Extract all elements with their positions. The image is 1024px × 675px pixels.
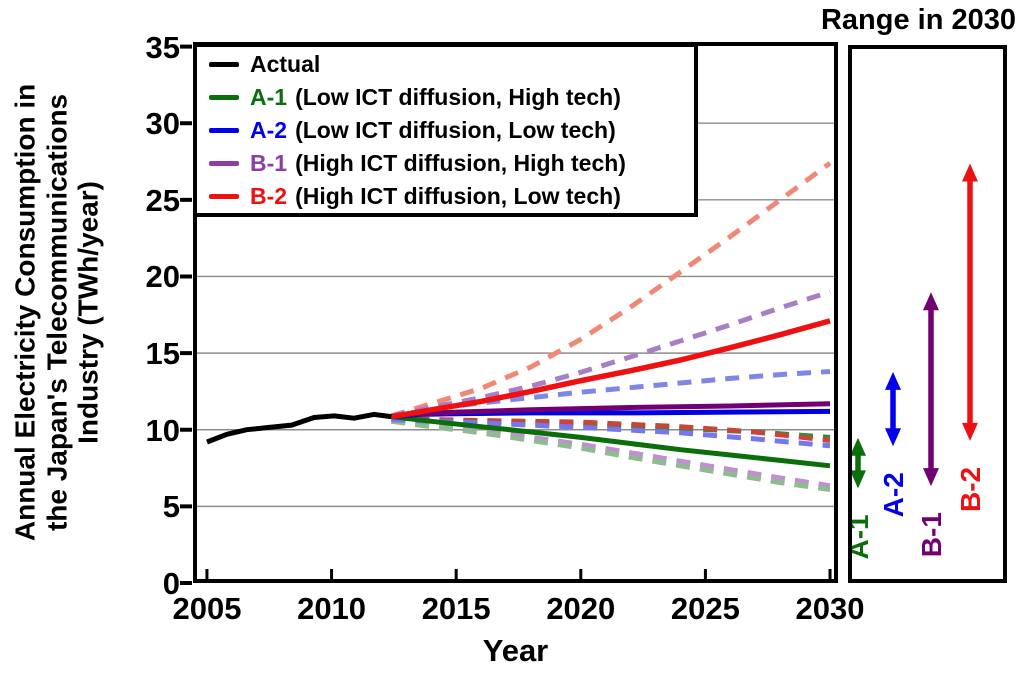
x-tick-label-2005: 2005 <box>172 591 242 626</box>
x-tick-label-2010: 2010 <box>297 591 367 626</box>
x-tick-label-2030: 2030 <box>795 591 865 626</box>
y-tick-label-0: 0 <box>162 566 180 601</box>
series-b-2-upper-bound <box>390 161 832 419</box>
range-2030-panel: A-1A-2B-1 B-2 <box>843 45 1007 583</box>
legend-item-b-1: B-1 (High ICT diffusion, High tech) <box>209 147 694 180</box>
range-arrow-b-2: B-2 <box>955 163 986 512</box>
series-actual <box>206 411 392 445</box>
legend-description: (Low ICT diffusion, High tech) <box>295 83 621 110</box>
series-a-1-low-ict-diffusion-high-tech <box>391 414 831 469</box>
series-a-1-lower-bound <box>391 418 831 492</box>
range-panel-title: Range in 2030 <box>820 4 1016 36</box>
legend-item-a-1: A-1 (Low ICT diffusion, High tech) <box>209 81 694 114</box>
x-axis-title: Year <box>482 633 549 668</box>
range-arrow-a-1: A-1 <box>843 437 874 560</box>
x-tick-label-2015: 2015 <box>421 591 491 626</box>
legend-description: (High ICT diffusion, Low tech) <box>295 182 621 209</box>
range-arrow-a-2: A-2 <box>878 371 909 517</box>
legend-code-label: A-2 <box>250 116 288 143</box>
legend-code-label: Actual <box>250 50 321 77</box>
series-b-2-high-ict-diffusion-low-tech <box>390 318 831 420</box>
legend-code-label: B-1 <box>250 149 288 176</box>
legend-box: Actual A-1 (Low ICT diffusion, High tech) A… <box>193 43 698 217</box>
range-arrow-b-1: B-1 <box>916 292 947 557</box>
legend-item-b-2: B-2 (High ICT diffusion, Low tech) <box>209 180 694 213</box>
x-tick-label-2025: 2025 <box>670 591 740 626</box>
series-a-2-lower-bound <box>391 417 831 449</box>
series-a-2-upper-bound <box>390 369 831 419</box>
range-arrow-label-a-1: A-1 <box>843 514 874 559</box>
y-tick-label-20: 20 <box>145 259 180 295</box>
x-tick-label-2020: 2020 <box>546 591 616 626</box>
range-arrow-label-b-2: B-2 <box>955 467 986 512</box>
y-tick-label-10: 10 <box>145 412 180 448</box>
y-axis-title: Annual Electricity Consumption in the Ja… <box>9 83 104 542</box>
range-panel-border <box>848 45 1007 583</box>
legend-code-label: B-2 <box>250 182 288 209</box>
legend-item-actual: Actual <box>209 48 694 81</box>
y-tick-label-5: 5 <box>162 489 180 525</box>
legend-line-swatch-b-2 <box>209 193 239 199</box>
legend-line-swatch-a-1 <box>209 94 239 100</box>
range-arrow-label-a-2: A-2 <box>878 472 909 517</box>
y-tick-label-15: 15 <box>145 336 180 372</box>
range-arrow-label-b-1: B-1 <box>916 512 947 557</box>
legend-description: (Low ICT diffusion, Low tech) <box>295 116 616 143</box>
legend-line-swatch-b-1 <box>209 160 239 166</box>
legend-line-swatch-a-2 <box>209 127 239 133</box>
series-b-1-lower-bound <box>391 418 831 489</box>
y-tick-label-35: 35 <box>145 29 180 65</box>
legend-item-a-2: A-2 (Low ICT diffusion, Low tech) <box>209 114 694 147</box>
series-b-1-upper-bound <box>390 289 831 419</box>
legend-description: (High ICT diffusion, High tech) <box>295 149 626 176</box>
y-tick-label-30: 30 <box>145 106 180 142</box>
y-tick-label-25: 25 <box>145 182 180 218</box>
legend-code-label: A-1 <box>250 83 288 110</box>
legend-line-swatch-actual <box>209 61 239 67</box>
